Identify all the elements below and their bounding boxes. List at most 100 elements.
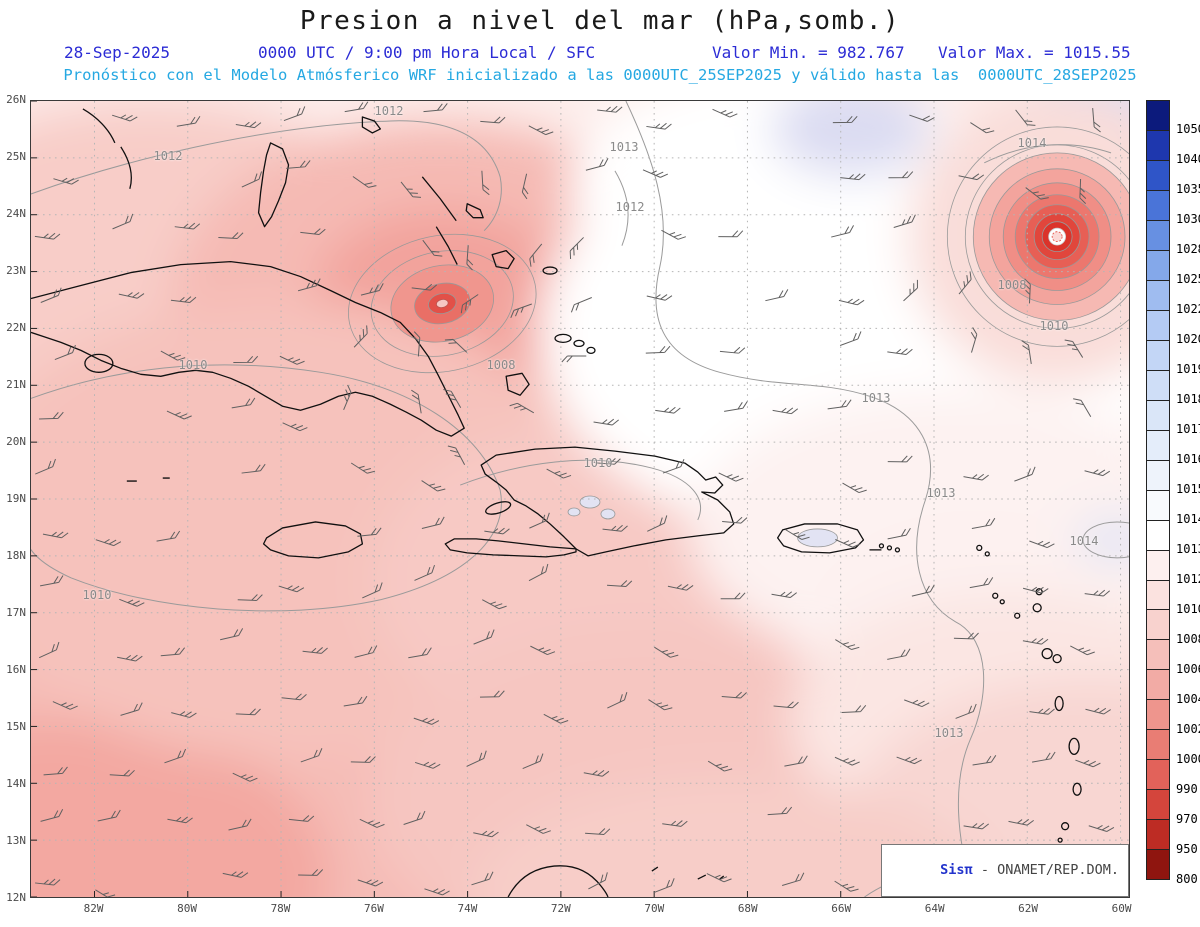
wind-barb-icon	[834, 756, 860, 766]
wind-barb-icon	[160, 647, 186, 657]
wind-barb-icon	[42, 531, 69, 539]
wind-barb-icon	[1029, 540, 1055, 549]
wind-barb-icon	[595, 457, 621, 465]
wind-barb-icon	[570, 297, 592, 313]
map-graphic	[31, 101, 1129, 897]
wind-barb-icon	[1070, 645, 1095, 656]
wind-barb-icon	[460, 294, 479, 314]
wind-barb-icon	[422, 239, 443, 257]
coast-curacao	[697, 874, 707, 880]
wind-barb-icon	[720, 592, 746, 600]
colorbar-label: 1018	[1176, 392, 1200, 406]
wind-barb-icon	[521, 173, 529, 200]
wind-barb-icon	[1022, 637, 1049, 645]
wind-barb-icon	[298, 869, 324, 876]
lon-axis-label: 72W	[550, 902, 571, 915]
coast-puerto-rico	[776, 523, 865, 554]
coast-martinique	[1068, 737, 1080, 756]
wind-barb-icon	[421, 516, 445, 530]
wind-barb-icon	[1075, 759, 1101, 768]
lat-axis-label: 18N	[6, 549, 26, 562]
wind-barb-icon	[958, 271, 972, 295]
colorbar-segment	[1147, 430, 1169, 461]
wind-barb-icon	[963, 822, 990, 830]
wind-barb-icon	[719, 346, 746, 354]
credit-box: Sisπ - ONAMET/REP.DOM.	[881, 844, 1129, 897]
wind-barb-icon	[1031, 751, 1056, 763]
wind-barb-icon	[171, 711, 197, 718]
wind-barb-icon	[832, 115, 858, 124]
wind-barb-icon	[785, 529, 810, 540]
lon-axis-label: 80W	[177, 902, 197, 915]
wind-barb-icon	[176, 115, 201, 127]
lon-axis-label: 70W	[644, 902, 665, 915]
wind-barb-icon	[642, 169, 669, 178]
wind-barb-icon	[160, 350, 186, 361]
wind-barb-icon	[888, 171, 914, 179]
model-info-line: Pronóstico con el Modelo Atmósferico WRF…	[63, 66, 1137, 84]
wind-barb-icon	[772, 407, 799, 415]
coast-nevis	[999, 599, 1005, 605]
wind-barb-icon	[482, 599, 507, 610]
coast-bonaire	[719, 875, 725, 880]
wind-barb-icon	[909, 114, 935, 122]
lon-axis-label: 82W	[83, 902, 104, 915]
wind-barb-icon	[522, 753, 544, 769]
wind-barb-icon	[408, 647, 432, 659]
wind-barb-icon	[661, 229, 686, 240]
lat-axis-label: 14N	[6, 777, 26, 790]
wind-barb-icon	[424, 888, 450, 896]
wind-barb-icon	[1023, 278, 1031, 304]
wind-barb-icon	[1085, 707, 1111, 715]
coast-grenadines-1	[1057, 837, 1063, 843]
colorbar-segment	[1147, 550, 1169, 581]
wind-barb-icon	[1029, 707, 1055, 715]
wind-barb-icon	[904, 699, 930, 707]
coastlines	[31, 108, 1082, 897]
colorbar-label: 1040	[1176, 152, 1200, 166]
wind-barb-icon	[350, 756, 376, 763]
wind-barb-icon	[302, 647, 328, 654]
colorbar-segment	[1147, 310, 1169, 341]
pressure-colorbar	[1146, 100, 1170, 880]
wind-barb-icon	[484, 527, 510, 535]
wind-barb-icon	[593, 418, 619, 426]
wind-barb-icon	[607, 580, 633, 587]
colorbar-label: 1017	[1176, 422, 1200, 436]
wind-barb-icon	[297, 278, 321, 292]
lon-axis-label: 68W	[737, 902, 758, 915]
pressure-map-canvas: 1012 1012 1013 1012 1014 1008 1010 1010 1008 1013…	[30, 100, 1130, 898]
wind-barb-icon	[350, 462, 376, 474]
wind-barb-icon	[400, 181, 422, 198]
cyclone-rings	[348, 126, 1129, 548]
wind-barb-icon	[40, 287, 62, 303]
wind-barb-icon	[718, 230, 744, 238]
colorbar-label: 1012	[1176, 572, 1200, 586]
wind-barb-icon	[585, 828, 611, 835]
wind-barb-icon	[97, 809, 121, 822]
wind-barb-icon	[724, 401, 748, 412]
colorbar-segment	[1147, 760, 1169, 791]
pressure-shading-field	[31, 101, 1129, 897]
wind-barb-icon	[283, 106, 306, 122]
coast-eleuthera	[361, 116, 382, 134]
wind-barb-icon	[887, 527, 911, 540]
wind-barb-icon	[466, 750, 487, 767]
isobar-contours	[31, 101, 1129, 897]
wind-barb-icon	[597, 105, 623, 113]
wind-barb-icon	[526, 824, 551, 834]
wind-barb-icon	[953, 632, 979, 640]
wind-barb-icon	[887, 455, 913, 463]
coast-cayman	[126, 477, 170, 482]
wind-barb-icon	[471, 871, 494, 886]
coast-guadeloupe-1	[1041, 647, 1053, 660]
wind-barb-icon	[712, 108, 738, 118]
wind-barb-icon	[827, 399, 852, 410]
colorbar-segment	[1147, 580, 1169, 611]
wind-barb-icon	[413, 717, 440, 725]
wind-barb-icon	[955, 703, 977, 719]
wind-barb-icon	[343, 384, 352, 411]
wind-barb-icon	[241, 171, 263, 188]
wind-barb-icon	[528, 563, 549, 582]
